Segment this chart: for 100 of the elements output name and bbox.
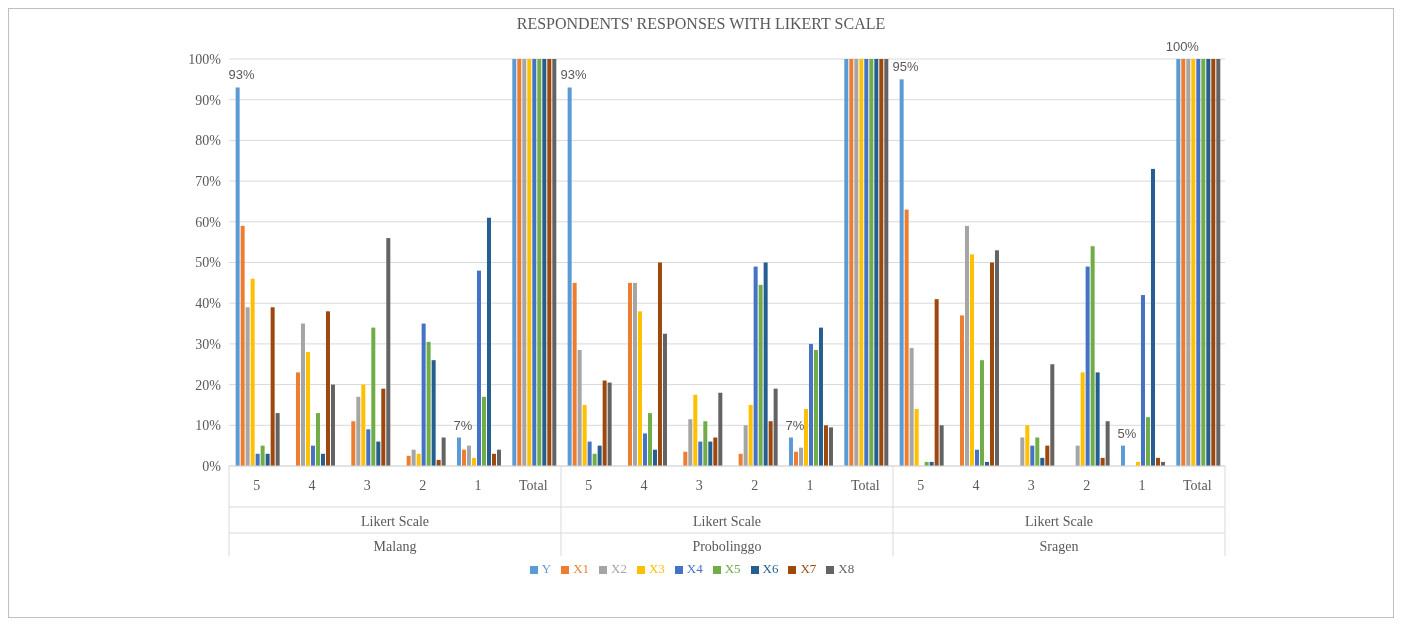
bar — [1025, 425, 1030, 466]
text: Likert Scale — [692, 514, 762, 529]
bar — [245, 307, 250, 466]
bar — [753, 266, 758, 466]
bar — [974, 449, 979, 466]
x-tick-label: 3 — [1027, 478, 1035, 493]
bar — [547, 59, 552, 466]
bar — [592, 453, 597, 466]
bar — [869, 59, 874, 466]
x-tick-label: 3 — [363, 478, 371, 493]
bar — [632, 282, 637, 466]
legend-label: X3 — [648, 561, 665, 576]
bar — [813, 350, 818, 466]
bar — [1080, 372, 1085, 466]
bar — [1201, 59, 1206, 466]
bar — [818, 327, 823, 466]
bar — [325, 311, 330, 466]
bar — [904, 209, 909, 466]
bar — [1035, 437, 1040, 466]
text: Likert Scale — [360, 514, 430, 529]
bar — [748, 404, 753, 466]
bar — [517, 59, 522, 466]
bar — [1030, 445, 1035, 466]
bar — [657, 262, 662, 466]
bar — [542, 59, 547, 466]
bar — [1211, 59, 1216, 466]
bar — [1186, 59, 1191, 466]
bar — [763, 262, 768, 466]
bar — [597, 445, 602, 466]
bar — [683, 451, 688, 466]
bar — [1050, 364, 1055, 466]
x-tick-label: 4 — [308, 478, 316, 493]
x-tick-label: 1 — [1138, 478, 1146, 493]
legend-label: X2 — [611, 561, 627, 576]
bar — [255, 453, 260, 466]
bar — [693, 394, 698, 466]
bar — [275, 413, 280, 466]
bar — [250, 278, 255, 466]
x-tick-label: 2 — [419, 478, 427, 493]
bar — [1095, 372, 1100, 466]
bar — [1145, 417, 1150, 466]
data-label: 93% — [560, 67, 588, 83]
bar — [934, 299, 939, 466]
bar — [607, 382, 612, 466]
bar — [411, 449, 416, 466]
bar — [466, 445, 471, 466]
text: Malang — [373, 539, 417, 554]
bar — [426, 341, 431, 466]
bar — [1075, 445, 1080, 466]
legend-label: Y — [541, 561, 552, 576]
legend-label: X5 — [724, 561, 741, 576]
bar — [627, 282, 632, 466]
bar — [884, 59, 889, 466]
bar — [652, 449, 657, 466]
bar — [1085, 266, 1090, 466]
bar — [844, 59, 849, 466]
text: Likert Scale — [1024, 514, 1094, 529]
y-tick-label: 70% — [195, 174, 222, 190]
bar — [1150, 168, 1155, 466]
bar — [713, 437, 718, 466]
bar — [773, 388, 778, 466]
bar — [1105, 421, 1110, 466]
bar — [295, 372, 300, 466]
bar — [989, 262, 994, 466]
bar — [959, 315, 964, 466]
bar — [491, 453, 496, 466]
bar — [979, 360, 984, 466]
bar — [743, 425, 748, 466]
legend-label: X1 — [573, 561, 590, 576]
text: Sragen — [1039, 539, 1079, 554]
bar — [788, 437, 793, 466]
bar — [854, 59, 859, 466]
x-tick-label: Total — [1183, 478, 1212, 493]
data-label: 93% — [228, 67, 256, 83]
bar — [1140, 295, 1145, 466]
bar — [265, 453, 270, 466]
bar — [1176, 59, 1181, 466]
bar — [698, 441, 703, 466]
data-label: 7% — [453, 417, 473, 433]
x-tick-label: 5 — [917, 478, 925, 493]
x-tick-label: 2 — [1083, 478, 1091, 493]
x-tick-label: 2 — [751, 478, 759, 493]
y-tick-label: 80% — [195, 133, 222, 149]
bar — [1216, 59, 1221, 466]
legend-label: X8 — [838, 561, 855, 576]
bar — [1196, 59, 1201, 466]
bar — [522, 59, 527, 466]
y-tick-label: 40% — [195, 296, 222, 312]
bar — [637, 311, 642, 466]
bar — [456, 437, 461, 466]
bar — [1045, 445, 1050, 466]
bar — [567, 87, 572, 466]
bar — [1206, 59, 1211, 466]
bar — [416, 453, 421, 466]
bar — [823, 425, 828, 466]
text: Probolinggo — [692, 539, 762, 554]
bar — [662, 333, 667, 466]
bar — [421, 323, 426, 466]
bar — [552, 59, 557, 466]
data-label: 5% — [1117, 425, 1137, 441]
